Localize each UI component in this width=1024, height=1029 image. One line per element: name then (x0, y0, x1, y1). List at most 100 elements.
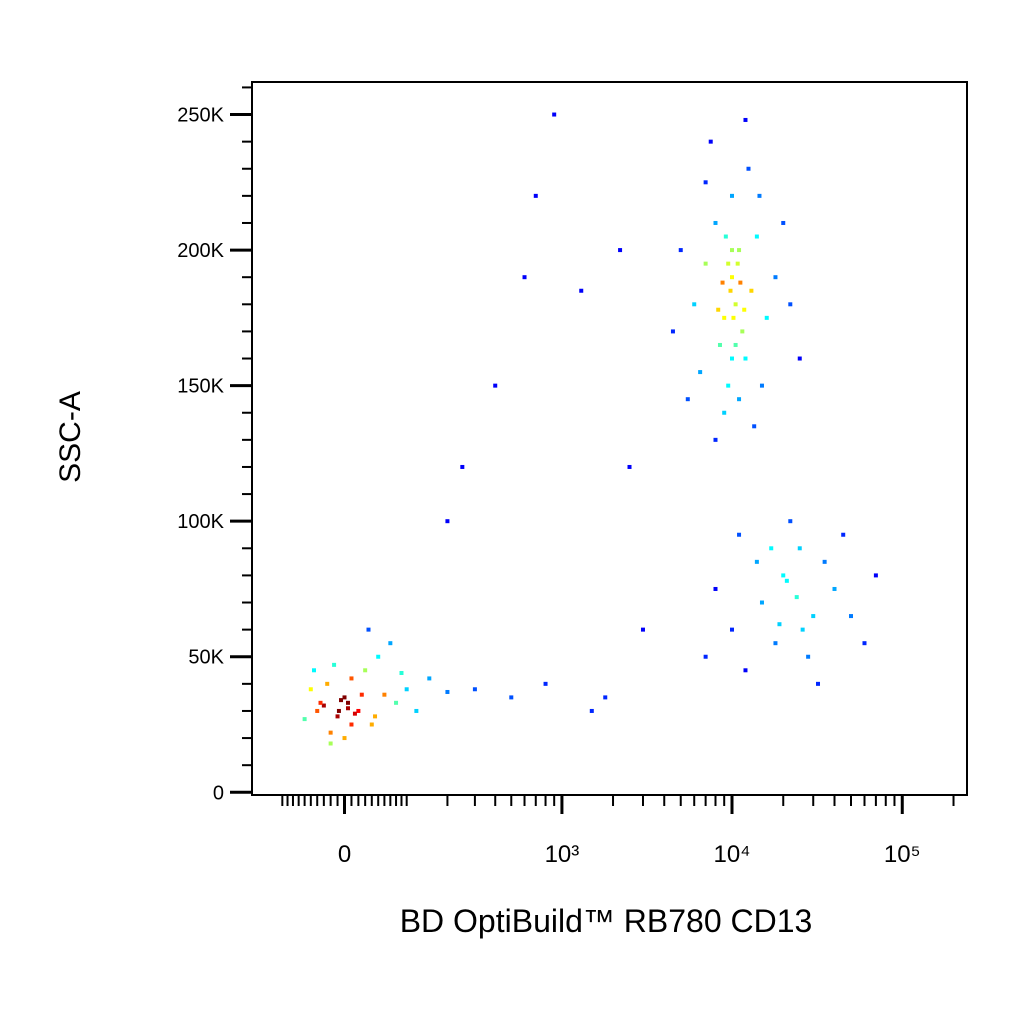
y-tick-label: 150K (177, 376, 224, 398)
event-dot (325, 681, 330, 686)
event-dot (359, 692, 364, 697)
x-tick-label: 10⁴ (713, 841, 750, 868)
event-dot (445, 519, 450, 524)
event-dot (670, 329, 675, 334)
event-dot (722, 315, 727, 320)
event-dot (737, 248, 742, 253)
event-dot (749, 288, 754, 293)
event-dot (759, 600, 764, 605)
event-dot (822, 559, 827, 564)
event-dot (723, 234, 728, 239)
event-dot (722, 410, 727, 415)
x-tick-label: 0 (338, 841, 351, 868)
event-dot (332, 662, 337, 667)
event-dot (404, 687, 409, 692)
event-dot (678, 248, 683, 253)
event-dot (773, 641, 778, 646)
event-dot (759, 383, 764, 388)
event-dot (797, 356, 802, 361)
event-dot (720, 280, 725, 285)
event-dot (737, 532, 742, 537)
event-dot (618, 248, 623, 253)
event-dot (794, 595, 799, 600)
event-dot (308, 687, 313, 692)
event-dot (788, 519, 793, 524)
event-dot (363, 668, 368, 673)
event-dot (743, 356, 748, 361)
event-dot (841, 532, 846, 537)
event-dot (382, 692, 387, 697)
event-dot (342, 695, 347, 700)
event-dot (777, 622, 782, 627)
event-dot (627, 464, 632, 469)
event-dot (493, 383, 498, 388)
event-dot (373, 714, 378, 719)
event-dot (713, 586, 718, 591)
event-dot (698, 370, 703, 375)
event-dot (811, 614, 816, 619)
event-dot (356, 708, 361, 713)
event-dot (328, 730, 333, 735)
event-dot (773, 275, 778, 280)
event-dot (349, 722, 354, 727)
y-tick-label: 0 (213, 782, 224, 804)
x-tick-label: 10⁵ (884, 841, 921, 868)
event-dot (806, 654, 811, 659)
event-dot (376, 654, 381, 659)
event-dot (769, 546, 774, 551)
event-dot (743, 117, 748, 122)
y-tick-label: 50K (188, 647, 224, 669)
event-dot (352, 711, 357, 716)
y-tick-label: 200K (177, 240, 224, 262)
event-dot (522, 275, 527, 280)
event-dot (849, 614, 854, 619)
event-dot (328, 741, 333, 746)
event-dot (873, 573, 878, 578)
event-dot (345, 706, 350, 711)
event-dot (781, 573, 786, 578)
event-dot (589, 708, 594, 713)
event-dot (388, 641, 393, 646)
event-dot (731, 315, 736, 320)
event-dot (726, 261, 731, 266)
y-axis-label: SSC-A (54, 391, 87, 483)
event-dot (729, 248, 734, 253)
event-dot (740, 329, 745, 334)
event-dot (754, 234, 759, 239)
event-dot (414, 708, 419, 713)
event-dot (533, 193, 538, 198)
event-dot (733, 302, 738, 307)
event-dot (692, 302, 697, 307)
event-dot (735, 261, 740, 266)
event-dot (733, 342, 738, 347)
event-dot (472, 687, 477, 692)
event-dot (816, 681, 821, 686)
event-dot (342, 736, 347, 741)
event-dot (318, 700, 323, 705)
event-dot (552, 112, 557, 117)
x-axis-label: BD OptiBuild™ RB780 CD13 (400, 903, 813, 939)
event-dot (752, 424, 757, 429)
event-dot (716, 307, 721, 312)
x-tick-label: 10³ (545, 841, 580, 868)
event-dot (781, 220, 786, 225)
event-dot (713, 437, 718, 442)
plot-frame (251, 81, 968, 796)
event-dot (315, 708, 320, 713)
event-dot (862, 641, 867, 646)
event-dot (543, 681, 548, 686)
event-dot (685, 397, 690, 402)
event-dot (460, 464, 465, 469)
event-dot (427, 676, 432, 681)
event-dot (321, 703, 326, 708)
event-dot (800, 627, 805, 632)
event-dot (640, 627, 645, 632)
event-dot (603, 695, 608, 700)
event-dot (339, 698, 344, 703)
event-dot (738, 280, 743, 285)
y-tick-label: 250K (177, 105, 224, 127)
y-tick-label: 100K (177, 511, 224, 533)
event-dot (335, 714, 340, 719)
